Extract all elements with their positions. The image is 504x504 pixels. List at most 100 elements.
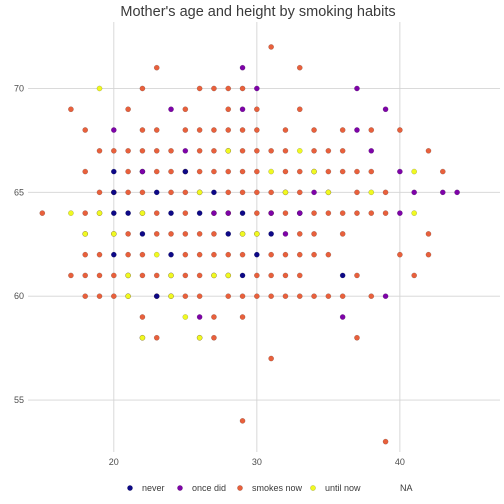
point-smokes-now	[196, 147, 203, 154]
point-smokes-now	[211, 127, 217, 133]
legend-label-until-now: until now	[325, 483, 361, 493]
point-smokes-now	[354, 272, 360, 279]
point-smokes-now	[425, 231, 432, 237]
point-smokes-now	[96, 189, 103, 196]
point-smokes-now	[325, 210, 332, 216]
point-smokes-now	[339, 147, 346, 154]
point-smokes-now	[225, 106, 232, 113]
point-smokes-now	[325, 251, 332, 258]
point-smokes-now	[268, 272, 274, 279]
point-until-now	[96, 210, 103, 216]
point-smokes-now	[82, 127, 89, 133]
point-until-now	[125, 272, 131, 279]
point-never	[339, 272, 346, 279]
point-until-now	[296, 147, 303, 154]
legend-label-never: never	[142, 483, 165, 493]
point-smokes-now	[239, 418, 246, 424]
chart-title: Mother's age and height by smoking habit…	[120, 4, 395, 20]
point-until-now	[239, 231, 246, 237]
legend: never once did smokes now until now NA	[127, 483, 413, 493]
point-until-now	[196, 334, 203, 341]
point-smokes-now	[382, 210, 389, 216]
point-smokes-now	[254, 168, 260, 175]
x-axis-tick-labels: 20 30 40	[109, 457, 405, 467]
point-smokes-now	[153, 210, 160, 216]
point-once-did	[454, 189, 460, 196]
point-smokes-now	[82, 293, 89, 300]
point-until-now	[225, 272, 232, 279]
point-never	[211, 189, 217, 196]
point-smokes-now	[239, 251, 246, 258]
point-once-did	[239, 106, 246, 113]
legend-label-na: NA	[400, 483, 413, 493]
point-smokes-now	[339, 210, 346, 216]
y-axis-tick-labels: 55 60 65 70	[14, 83, 24, 405]
point-smokes-now	[268, 189, 274, 196]
point-smokes-now	[168, 147, 174, 154]
point-smokes-now	[225, 251, 232, 258]
point-smokes-now	[339, 231, 346, 237]
point-once-did	[411, 189, 417, 196]
point-once-did	[439, 189, 446, 196]
point-smokes-now	[168, 168, 174, 175]
point-smokes-now	[68, 106, 74, 113]
point-never	[196, 210, 203, 216]
point-smokes-now	[411, 272, 417, 279]
point-smokes-now	[125, 231, 131, 237]
point-smokes-now	[382, 438, 389, 445]
point-smokes-now	[254, 189, 260, 196]
point-smokes-now	[282, 293, 289, 300]
point-until-now	[368, 189, 375, 196]
point-smokes-now	[125, 251, 131, 258]
point-until-now	[411, 210, 417, 216]
point-smokes-now	[168, 231, 174, 237]
point-until-now	[282, 189, 289, 196]
point-smokes-now	[397, 251, 403, 258]
point-once-did	[382, 106, 389, 113]
point-smokes-now	[211, 168, 217, 175]
point-until-now	[268, 168, 274, 175]
point-once-did	[354, 127, 360, 133]
legend-key-until-now	[310, 485, 316, 491]
point-smokes-now	[296, 106, 303, 113]
point-smokes-now	[239, 168, 246, 175]
point-smokes-now	[354, 334, 360, 341]
point-smokes-now	[282, 127, 289, 133]
point-until-now	[111, 231, 117, 237]
point-never	[153, 189, 160, 196]
point-until-now	[182, 314, 189, 320]
point-once-did	[311, 189, 317, 196]
point-smokes-now	[211, 251, 217, 258]
point-smokes-now	[211, 147, 217, 154]
point-smokes-now	[268, 251, 274, 258]
point-smokes-now	[96, 147, 103, 154]
point-never	[239, 210, 246, 216]
point-until-now	[254, 231, 260, 237]
point-once-did	[268, 210, 274, 216]
point-smokes-now	[296, 251, 303, 258]
point-smokes-now	[254, 293, 260, 300]
point-smokes-now	[153, 272, 160, 279]
point-smokes-now	[268, 293, 274, 300]
point-until-now	[82, 231, 89, 237]
point-smokes-now	[439, 168, 446, 175]
point-smokes-now	[425, 147, 432, 154]
point-smokes-now	[282, 210, 289, 216]
point-never	[268, 231, 274, 237]
point-until-now	[225, 147, 232, 154]
point-smokes-now	[182, 293, 189, 300]
point-smokes-now	[311, 251, 317, 258]
point-smokes-now	[182, 251, 189, 258]
point-never	[111, 210, 117, 216]
point-smokes-now	[196, 85, 203, 92]
point-smokes-now	[325, 293, 332, 300]
point-smokes-now	[268, 355, 274, 362]
point-smokes-now	[196, 293, 203, 300]
point-never	[111, 168, 117, 175]
point-smokes-now	[225, 168, 232, 175]
point-smokes-now	[82, 251, 89, 258]
point-smokes-now	[368, 127, 375, 133]
point-never	[225, 231, 232, 237]
point-smokes-now	[339, 127, 346, 133]
point-once-did	[397, 168, 403, 175]
